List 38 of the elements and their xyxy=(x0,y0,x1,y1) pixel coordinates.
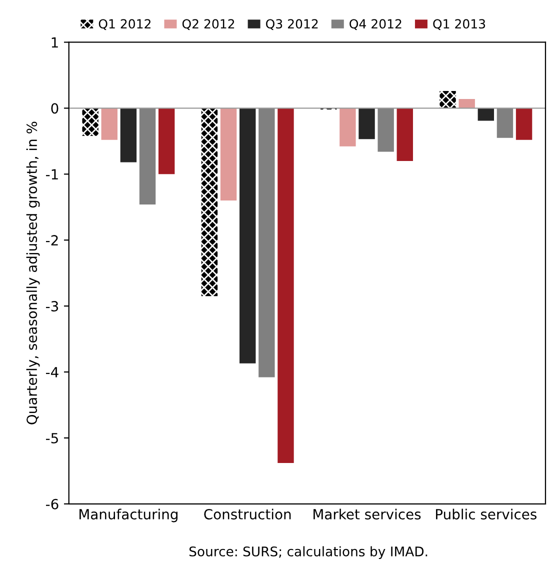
y-tick-label: -1 xyxy=(46,169,58,180)
x-tick-label: Construction xyxy=(204,508,291,520)
bar xyxy=(358,108,375,140)
legend-label: Q3 2012 xyxy=(266,19,318,30)
bar xyxy=(396,108,413,161)
bar xyxy=(220,108,237,201)
bar xyxy=(440,91,456,108)
bar xyxy=(120,108,137,162)
y-tick-label: -6 xyxy=(46,498,58,510)
bar xyxy=(516,108,532,140)
bar xyxy=(258,108,275,378)
x-tick-label: Public services xyxy=(436,508,536,520)
x-tick-label: Manufacturing xyxy=(80,508,178,522)
y-tick-label: 0 xyxy=(51,103,58,114)
legend-label: Q1 2013 xyxy=(433,19,486,30)
source-note: Source: SURS; calculations by IMAD. xyxy=(189,546,428,559)
legend-label: Q1 2012 xyxy=(98,19,150,30)
y-tick-label: -4 xyxy=(46,367,58,378)
y-tick-label: -2 xyxy=(46,235,58,246)
bar xyxy=(378,108,394,152)
y-tick-label: 1 xyxy=(52,37,58,48)
legend-label: Q2 2012 xyxy=(182,19,234,30)
bar xyxy=(458,98,475,108)
bar xyxy=(158,108,175,174)
bar xyxy=(340,108,356,146)
legend-label: Q4 2012 xyxy=(350,19,402,30)
y-axis-title: Quarterly, seasonally adjusted growth, in % xyxy=(26,122,40,424)
bar xyxy=(478,108,494,121)
bar xyxy=(496,108,514,138)
x-tick-label: Market services xyxy=(314,508,421,520)
bar xyxy=(240,108,256,364)
bar xyxy=(201,108,218,296)
y-tick-label: -5 xyxy=(46,433,58,444)
bar xyxy=(139,108,156,204)
y-tick-label: -3 xyxy=(46,301,58,312)
bar xyxy=(278,108,294,463)
bar xyxy=(101,108,118,140)
bar xyxy=(82,108,98,136)
